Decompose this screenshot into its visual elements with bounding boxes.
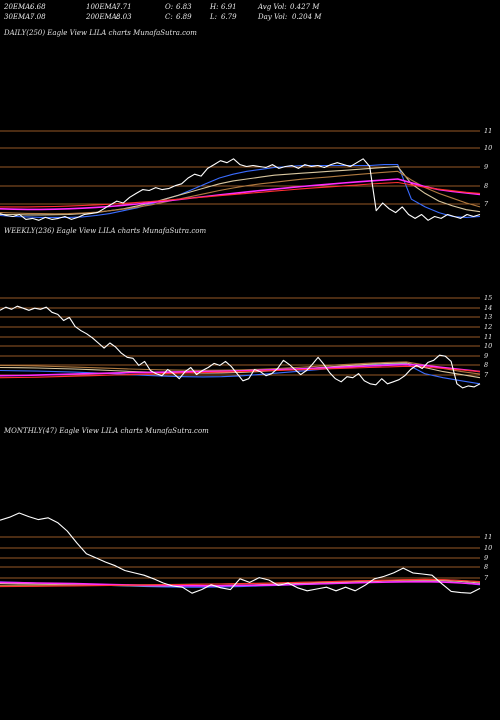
daily-panel-title: DAILY(250) Eagle View LILA charts Munafa… — [3, 29, 197, 37]
monthly-y-tick-label: 7 — [484, 574, 489, 582]
ema30-label: 30EMA: — [4, 13, 33, 21]
weekly-ema-line — [0, 365, 481, 379]
weekly-y-tick-label: 7 — [484, 371, 489, 379]
open-value: 6.83 — [176, 3, 192, 11]
open-label: O: — [165, 3, 173, 11]
day-vol-label: Day Vol: — [257, 13, 287, 21]
avg-vol-value: 0.427 M — [290, 3, 320, 11]
header-stats: 20EMA: 6.68 100EMA: 7.71 O: 6.83 H: 6.91… — [3, 3, 322, 21]
avg-vol-label: Avg Vol: — [257, 3, 287, 11]
high-label: H: — [209, 3, 218, 11]
ema100-label: 100EMA: — [86, 3, 119, 11]
day-vol-value: 0.204 M — [292, 13, 322, 21]
weekly-ema-line — [0, 363, 481, 377]
monthly-ema-line — [0, 578, 481, 588]
daily-price-line — [0, 158, 481, 221]
low-label: L: — [209, 13, 217, 21]
monthly-panel-title: MONTHLY(47) Eagle View LILA charts Munaf… — [3, 427, 209, 435]
weekly-ema-line — [0, 361, 481, 375]
daily-ema-line — [0, 178, 481, 211]
monthly-panel: 11 10 98 7 — [0, 512, 492, 594]
weekly-y-tick-label: 8 — [484, 361, 488, 369]
weekly-ema-line — [0, 362, 481, 379]
monthly-price-line — [0, 512, 481, 594]
weekly-y-tick-label: 12 — [484, 323, 492, 331]
low-value: 6.79 — [221, 13, 237, 21]
daily-ema-line — [0, 170, 481, 215]
ema100-value: 7.71 — [116, 3, 132, 11]
weekly-y-tick-label: 9 — [484, 352, 488, 360]
weekly-y-tick-label: 15 — [484, 294, 492, 302]
monthly-y-tick-label: 11 — [484, 533, 492, 541]
daily-y-tick-label: 11 — [484, 127, 492, 135]
close-value: 6.89 — [176, 13, 192, 21]
daily-ema-line — [0, 181, 481, 208]
ema30-value: 7.08 — [30, 13, 46, 21]
weekly-price-line — [0, 305, 481, 389]
daily-y-tick-label: 8 — [484, 182, 488, 190]
close-label: C: — [165, 13, 173, 21]
daily-panel: 11 10 9 8 7 — [0, 127, 492, 221]
monthly-y-tick-label: 8 — [484, 563, 488, 571]
ema200-value: 8.03 — [116, 13, 132, 21]
weekly-y-tick-label: 11 — [484, 333, 492, 341]
ema20-value: 6.68 — [30, 3, 46, 11]
weekly-panel-title: WEEKLY(236) Eagle View LILA charts Munaf… — [4, 227, 206, 235]
weekly-y-tick-label: 10 — [484, 342, 492, 350]
high-value: 6.91 — [221, 3, 237, 11]
daily-ema-line — [0, 165, 481, 216]
daily-y-tick-label: 10 — [484, 144, 492, 152]
ema20-label: 20EMA: — [3, 3, 33, 11]
daily-y-tick-label: 9 — [484, 163, 488, 171]
weekly-y-tick-label: 14 — [484, 304, 492, 312]
monthly-y-tick-label: 9 — [484, 554, 488, 562]
monthly-y-tick-label: 10 — [484, 544, 492, 552]
daily-y-tick-label: 7 — [484, 200, 489, 208]
monthly-ema-line — [0, 580, 481, 587]
weekly-y-tick-label: 13 — [484, 313, 492, 321]
ema200-label: 200EMA: — [85, 13, 119, 21]
